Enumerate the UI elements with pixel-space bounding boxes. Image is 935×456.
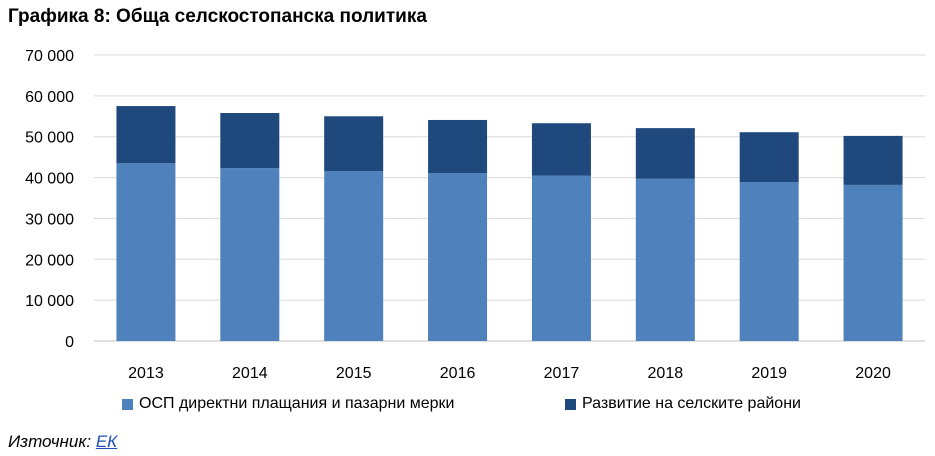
bar-2015-series-2	[324, 116, 384, 172]
x-tick-label: 2015	[336, 365, 372, 382]
y-tick-label: 10 000	[25, 293, 74, 310]
x-tick-label: 2017	[544, 365, 580, 382]
y-tick-label: 70 000	[25, 48, 74, 65]
y-tick-label: 60 000	[25, 89, 74, 106]
bar-2017-series-2	[531, 123, 591, 176]
chart-svg: 0 10 000 20 000 30 000 40 000 50 000 60 000 70 …	[25, 48, 925, 382]
gridlines	[94, 54, 925, 342]
bar-2013-series-1	[116, 163, 176, 341]
bar-2016-series-1	[428, 173, 488, 341]
legend-label: Развитие на селските райони	[582, 395, 801, 412]
source-note: Източник: ЕК	[8, 432, 117, 452]
legend-item-rural-development: Развитие на селските райони	[565, 395, 801, 413]
source-label: Източник:	[8, 432, 92, 451]
bar-2019-series-1	[739, 182, 799, 341]
bar-2013-series-2	[116, 106, 176, 164]
legend-swatch	[122, 398, 133, 410]
bar-2017-series-1	[531, 175, 591, 341]
legend: ОСП директни плащания и пазарни мерки Ра…	[0, 395, 935, 417]
bar-2020-series-2	[843, 135, 903, 185]
legend-swatch	[565, 398, 576, 410]
x-tick-label: 2019	[751, 365, 787, 382]
bar-2020-series-1	[843, 184, 903, 341]
y-tick-label: 20 000	[25, 252, 74, 269]
x-tick-label: 2016	[440, 365, 476, 382]
y-tick-label: 0	[65, 334, 74, 351]
x-tick-label: 2018	[648, 365, 684, 382]
bar-2016-series-2	[428, 119, 488, 174]
y-tick-label: 50 000	[25, 130, 74, 147]
bar-2014-series-2	[220, 113, 280, 169]
bars	[116, 106, 903, 341]
source-link[interactable]: ЕК	[95, 432, 118, 451]
bar-2018-series-2	[635, 128, 695, 179]
y-tick-label: 40 000	[25, 171, 74, 188]
chart-title: Графика 8: Обща селскостопанска политика	[8, 6, 427, 27]
bar-2018-series-1	[635, 178, 695, 341]
legend-label: ОСП директни плащания и пазарни мерки	[139, 395, 455, 412]
legend-item-direct-payments: ОСП директни плащания и пазарни мерки	[122, 395, 454, 413]
x-tick-label: 2014	[232, 365, 268, 382]
bar-2015-series-1	[324, 171, 384, 341]
y-axis-ticks: 0 10 000 20 000 30 000 40 000 50 000 60 000 70 …	[25, 48, 74, 351]
x-tick-label: 2020	[855, 365, 891, 382]
bar-2014-series-1	[220, 168, 280, 341]
y-tick-label: 30 000	[25, 211, 74, 228]
x-axis-ticks: 2013 2014 2015 2016 2017 2018 2019 2020	[128, 365, 891, 382]
bar-2019-series-2	[739, 132, 799, 183]
x-tick-label: 2013	[128, 365, 164, 382]
